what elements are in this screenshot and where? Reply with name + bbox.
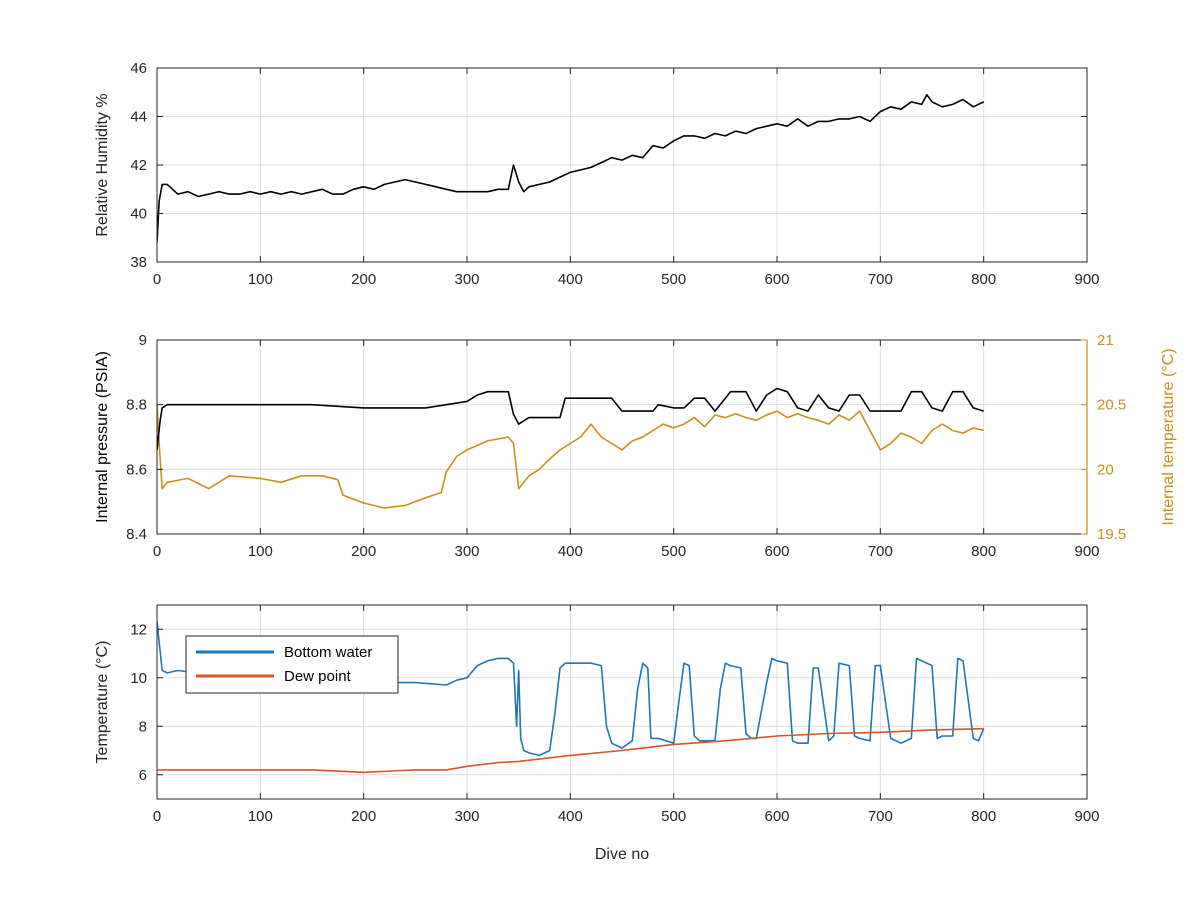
x-tick-label: 300: [454, 271, 479, 288]
x-axis-label: Dive no: [595, 846, 649, 863]
y-tick-label: 9: [139, 332, 147, 349]
y-right-tick-label: 21: [1097, 332, 1114, 349]
x-tick-label: 0: [153, 271, 161, 288]
y-right-axis-label: Internal temperature (°C): [1160, 348, 1177, 525]
series-line-1: [157, 93, 985, 243]
series-dew-point: [157, 727, 984, 774]
x-tick-label: 700: [868, 543, 893, 560]
series-group: [157, 93, 985, 243]
x-tick-label: 500: [661, 543, 686, 560]
panel-2: 0 100 200 300 400 500 600 700 800 900 8.4 8.6 8.8 9 19…: [94, 332, 1177, 560]
series-group: [157, 621, 985, 774]
legend-label-bottom-water: Bottom water: [284, 644, 372, 661]
y-tick-label: 6: [139, 767, 147, 784]
x-tick-label: 600: [764, 808, 789, 825]
x-tick-label: 0: [153, 543, 161, 560]
x-tick-label: 600: [764, 543, 789, 560]
series-group: [157, 387, 984, 509]
series-line-2: [157, 404, 984, 509]
y-tick-label: 8.6: [126, 461, 147, 478]
x-tick-label: 500: [661, 271, 686, 288]
x-tick-label: 200: [351, 543, 376, 560]
y-tick-label: 8: [139, 718, 147, 735]
y-tick-label: 46: [130, 60, 147, 77]
x-tick-label: 300: [454, 543, 479, 560]
x-tick-label: 300: [454, 808, 479, 825]
y-axis-label: Temperature (°C): [94, 641, 111, 764]
x-tick-label: 800: [971, 808, 996, 825]
y-axis-label: Relative Humidity %: [94, 93, 111, 236]
x-tick-label: 400: [558, 543, 583, 560]
y-right-tick-label: 20: [1097, 461, 1114, 478]
x-tick-label: 100: [248, 543, 273, 560]
y-tick-label: 38: [130, 254, 147, 271]
y-right-tick-label: 19.5: [1097, 526, 1126, 543]
y-tick-label: 10: [130, 670, 147, 687]
series-line-1: [157, 387, 984, 450]
y-tick-label: 8.8: [126, 397, 147, 414]
x-tick-label: 800: [971, 543, 996, 560]
y-tick-label: 8.4: [126, 526, 147, 543]
y-tick-label: 42: [130, 157, 147, 174]
x-tick-label: 900: [1074, 271, 1099, 288]
y-tick-label: 40: [130, 206, 147, 223]
x-tick-label: 400: [558, 271, 583, 288]
x-tick-label: 500: [661, 808, 686, 825]
axes-frame: [156, 604, 1088, 800]
y-axis-label: Internal pressure (PSIA): [94, 351, 111, 523]
panel-1: 0 100 200 300 400 500 600 700 800 900 38 40 42 44 46 Re…: [94, 60, 1100, 288]
x-tick-label: 900: [1074, 543, 1099, 560]
x-tick-label: 100: [248, 808, 273, 825]
x-tick-label: 200: [351, 271, 376, 288]
y-right-tick-label: 20.5: [1097, 397, 1126, 414]
legend-box: [185, 635, 399, 694]
legend-label-dew-point: Dew point: [284, 668, 352, 685]
legend: Bottom water Dew point: [185, 635, 399, 694]
x-tick-label: 100: [248, 271, 273, 288]
x-tick-label: 700: [868, 808, 893, 825]
x-tick-label: 200: [351, 808, 376, 825]
y-tick-label: 44: [130, 109, 147, 126]
x-tick-label: 400: [558, 808, 583, 825]
x-tick-label: 800: [971, 271, 996, 288]
plot-area: [157, 340, 1087, 534]
y-tick-label: 12: [130, 621, 147, 638]
x-tick-label: 0: [153, 808, 161, 825]
x-tick-label: 700: [868, 271, 893, 288]
series-bottom-water: [157, 621, 985, 757]
x-tick-label: 600: [764, 271, 789, 288]
panel-3: 0 100 200 300 400 500 600 700 800 900 6 8 10 12 Temper…: [94, 604, 1100, 863]
x-tick-label: 900: [1074, 808, 1099, 825]
